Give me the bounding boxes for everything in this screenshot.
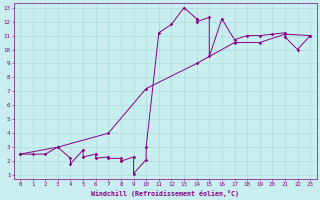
X-axis label: Windchill (Refroidissement éolien,°C): Windchill (Refroidissement éolien,°C) — [91, 190, 239, 197]
